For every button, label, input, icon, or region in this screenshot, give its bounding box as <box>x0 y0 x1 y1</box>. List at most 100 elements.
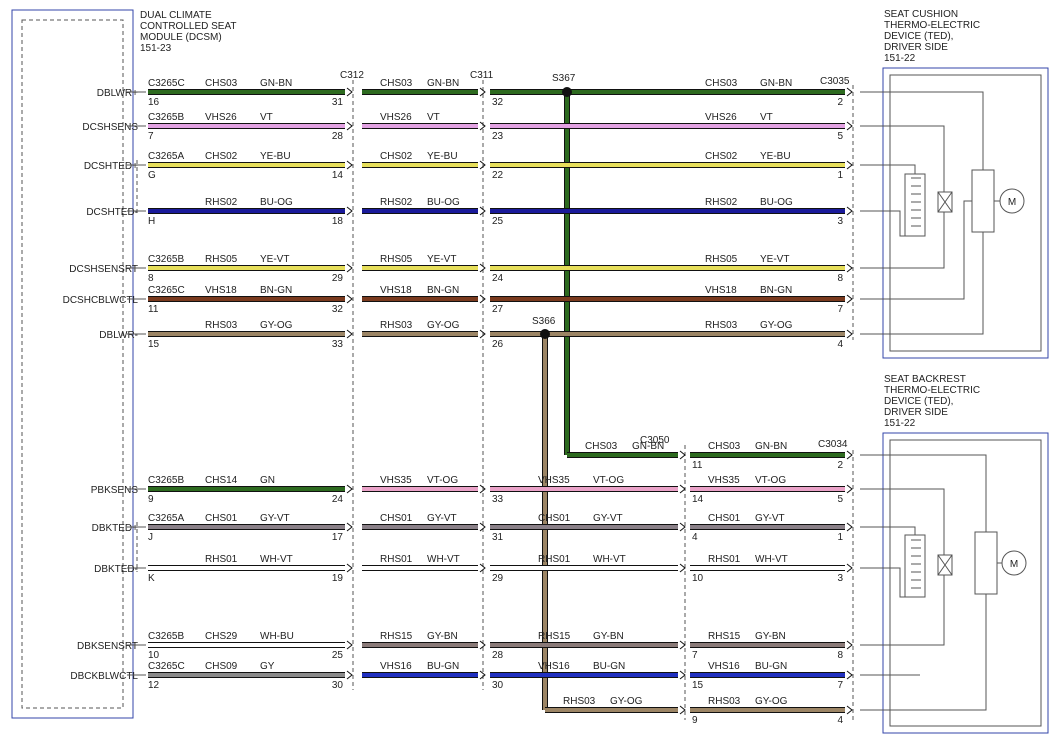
color-code: GY-OG <box>260 320 293 331</box>
circuit-label: CHS03 <box>705 78 738 89</box>
connector-arrow <box>346 206 353 216</box>
color-code: YE-VT <box>260 254 289 265</box>
junction-label: S366 <box>532 316 556 327</box>
circuit-label: CHS01 <box>205 513 238 524</box>
label: DRIVER SIDE <box>884 407 948 418</box>
color-code: GY-OG <box>427 320 460 331</box>
pin-label: 7 <box>837 680 843 691</box>
color-code: GY <box>260 661 275 672</box>
circuit-label: RHS15 <box>538 631 571 642</box>
connector-arrow <box>346 160 353 170</box>
junction-label: C3034 <box>818 439 848 450</box>
pin-label: 8 <box>837 273 843 284</box>
heater-grid <box>911 539 921 589</box>
pin-label: 12 <box>148 680 160 691</box>
junction-label: C3035 <box>820 76 850 87</box>
color-code: BN-GN <box>760 285 792 296</box>
connector-arrow <box>679 640 686 650</box>
pin-label: 3 <box>837 573 843 584</box>
connector-arrow <box>479 670 486 680</box>
color-code: WH-VT <box>427 554 460 565</box>
color-code: GY-VT <box>593 513 623 524</box>
circuit-label: CHS03 <box>205 78 238 89</box>
pin-label: 32 <box>332 304 344 315</box>
color-code: GN-BN <box>427 78 459 89</box>
circuit-label: VHS26 <box>205 112 237 123</box>
circuit-label: VHS16 <box>538 661 570 672</box>
connector-arrow <box>846 563 853 573</box>
pin-label: 9 <box>692 715 698 726</box>
color-code: BU-OG <box>260 197 293 208</box>
pin-label: 10 <box>692 573 704 584</box>
splice-dot <box>540 329 550 339</box>
connector-arrow <box>479 121 486 131</box>
color-code: GN-BN <box>755 441 787 452</box>
connector-arrow <box>346 484 353 494</box>
label: 151-22 <box>884 418 916 429</box>
connector-arrow <box>479 206 486 216</box>
pin-label: 31 <box>332 97 344 108</box>
circuit-label: RHS03 <box>708 696 741 707</box>
label: DUAL CLIMATE <box>140 10 212 21</box>
connector-arrow <box>679 705 686 715</box>
ted-element <box>974 531 998 595</box>
junction-label: C311 <box>470 70 494 81</box>
heater <box>904 173 926 237</box>
circuit-label: CHS02 <box>380 151 413 162</box>
pin-label: 9 <box>148 494 154 505</box>
connector-arrow <box>479 522 486 532</box>
connector-arrow <box>346 294 353 304</box>
cushion-internals: M <box>860 91 1025 335</box>
pin-label: 7 <box>692 650 698 661</box>
pin-label: 28 <box>492 650 504 661</box>
pin-label: 4 <box>837 715 843 726</box>
pin-label: J <box>148 532 153 543</box>
dcsm-inner <box>21 19 124 709</box>
label: THERMO-ELECTRIC <box>884 385 980 396</box>
pin-label: 14 <box>332 170 344 181</box>
dcsm-label: DUAL CLIMATE CONTROLLED SEAT MODULE (DCS… <box>140 10 237 54</box>
connector-arrow <box>846 206 853 216</box>
circuit-label: CHS09 <box>205 661 238 672</box>
color-code: YE-BU <box>260 151 291 162</box>
circuit-label: VHS16 <box>380 661 412 672</box>
connector-arrow <box>846 263 853 273</box>
circuit-label: VHS26 <box>380 112 412 123</box>
color-code: BN-GN <box>260 285 292 296</box>
pin-label: 5 <box>837 494 843 505</box>
connector-arrow <box>679 670 686 680</box>
pin-label: 23 <box>492 131 504 142</box>
color-code: VT-OG <box>755 475 786 486</box>
color-code: BU-GN <box>755 661 787 672</box>
pin-label: 33 <box>492 494 504 505</box>
color-code: GY-BN <box>755 631 786 642</box>
pin-label: 5 <box>837 131 843 142</box>
circuit-label: RHS03 <box>380 320 413 331</box>
connector-arrow <box>846 87 853 97</box>
color-code: GY-OG <box>755 696 788 707</box>
circuit-label: RHS05 <box>705 254 738 265</box>
color-code: BU-OG <box>760 197 793 208</box>
pin-label: 31 <box>492 532 504 543</box>
thermistor <box>937 191 953 213</box>
circuit-label: CHS14 <box>205 475 238 486</box>
pin-label: 25 <box>332 650 344 661</box>
thermistor <box>937 554 953 576</box>
cushion-label: SEAT CUSHION THERMO-ELECTRIC DEVICE (TED… <box>884 9 980 64</box>
thermistor-x <box>937 554 953 576</box>
cushion-wiring <box>860 91 1000 335</box>
pin-label: 25 <box>492 216 504 227</box>
connector-arrow <box>479 484 486 494</box>
color-code: WH-VT <box>755 554 788 565</box>
pin-label: 22 <box>492 170 504 181</box>
signal-label: DBKTED+ <box>92 523 139 534</box>
pin-label: 8 <box>837 650 843 661</box>
color-code: GY-OG <box>610 696 643 707</box>
circuit-label: RHS01 <box>380 554 413 565</box>
connector-arrow <box>346 329 353 339</box>
signal-label: DCSHCBLWCTL <box>63 295 139 306</box>
signal-label: DBCKBLWCTL <box>70 671 138 682</box>
pin-label: 19 <box>332 573 344 584</box>
label: 151-23 <box>140 43 172 54</box>
pin-label: 4 <box>692 532 698 543</box>
